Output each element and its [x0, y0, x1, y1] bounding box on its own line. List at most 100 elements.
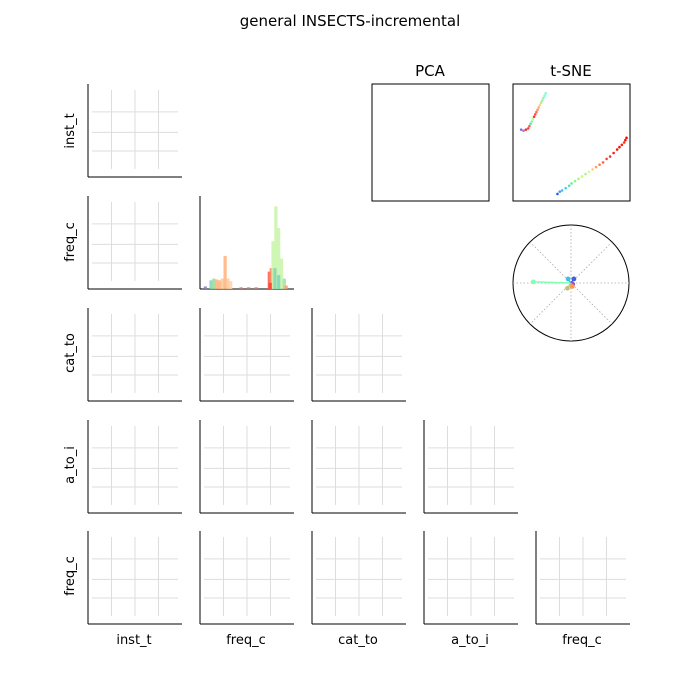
- histogram-bar-9: [239, 287, 243, 289]
- row-label-0: inst_t: [63, 113, 78, 148]
- tsne-point: [536, 108, 539, 112]
- tsne-point: [529, 122, 532, 126]
- tsne-point: [524, 128, 528, 131]
- row-label-3: a_to_i: [63, 446, 78, 484]
- row-label-2: cat_to: [63, 333, 78, 373]
- tsne-points: [519, 92, 628, 196]
- pair-cell-4-3: [423, 531, 518, 625]
- histogram-bar-11: [254, 287, 258, 289]
- tsne-point: [577, 177, 580, 181]
- pair-cell-4-2: [311, 531, 406, 625]
- histogram-bar-5: [223, 255, 227, 289]
- pair-cell-2-1: [199, 308, 294, 402]
- tsne-point: [584, 172, 587, 176]
- tsne-point: [591, 168, 594, 171]
- histogram-bar-2: [215, 279, 219, 289]
- tsne-point: [531, 117, 535, 121]
- col-label-4: freq_c: [562, 633, 602, 648]
- pair-cell-4-1: [199, 531, 294, 625]
- histogram-bar-12: [267, 271, 271, 289]
- pair-cell-2-2: [311, 308, 406, 402]
- histogram-bar-1: [212, 278, 216, 289]
- tsne-point: [618, 145, 621, 149]
- col-label-3: a_to_i: [451, 633, 489, 648]
- histogram-bar-22: [284, 285, 288, 289]
- pair-cell-3-2: [311, 420, 406, 514]
- biplot-vector-tip-4: [569, 284, 575, 289]
- histogram-bar-18: [273, 268, 277, 289]
- pair-cell-4-4: [535, 531, 630, 625]
- tsne-point: [526, 127, 530, 130]
- tsne-point: [620, 143, 624, 147]
- axis-labels: inst_t freq_c cat_to a_to_i freq_c inst_…: [63, 113, 602, 648]
- pair-cell-3-3: [423, 420, 518, 514]
- pair-cell-0-0: [87, 84, 182, 178]
- tsne-point: [612, 151, 615, 155]
- histogram-bar-21: [268, 282, 272, 289]
- tsne-point: [624, 138, 627, 142]
- tsne-point: [567, 184, 571, 188]
- pair-cell-1-0: [87, 196, 182, 290]
- col-label-1: freq_c: [226, 633, 266, 648]
- tsne-point: [608, 155, 612, 158]
- tsne-point: [519, 128, 523, 131]
- histogram-bar-13: [269, 268, 273, 289]
- row-label-1: freq_c: [63, 222, 78, 262]
- tsne-point: [560, 189, 564, 192]
- histogram-bar-10: [247, 287, 251, 289]
- biplot-vector-tip-0: [530, 279, 536, 285]
- tsne-point: [528, 124, 531, 128]
- tsne-point: [598, 163, 601, 167]
- histogram-bar-8: [203, 286, 207, 289]
- tsne-point: [580, 175, 584, 178]
- histogram-bar-14: [271, 241, 275, 289]
- histogram-bar-3: [217, 280, 222, 289]
- biplot-vector-tip-5: [565, 285, 570, 291]
- tsne-point: [538, 103, 542, 107]
- tsne-point: [564, 186, 567, 190]
- tsne-point: [522, 129, 525, 133]
- biplot-vector-tip-1: [565, 276, 571, 282]
- tsne-point: [532, 115, 536, 119]
- histogram-bar-0: [209, 280, 213, 289]
- tsne-point: [573, 179, 577, 183]
- col-label-0: inst_t: [116, 633, 151, 648]
- tsne-point: [544, 92, 548, 95]
- histogram-bar-16: [277, 228, 281, 289]
- tsne-title: t-SNE: [550, 62, 592, 80]
- histogram-bar-20: [282, 278, 286, 289]
- pair-cell-3-0: [87, 420, 182, 514]
- tsne-point: [543, 94, 546, 97]
- row-label-4: freq_c: [63, 556, 78, 596]
- col-label-2: cat_to: [338, 633, 378, 648]
- pair-cell-2-0: [87, 308, 182, 402]
- pca-title: PCA: [415, 62, 446, 80]
- tsne-point: [622, 141, 626, 144]
- biplot-vector-0: [533, 281, 572, 284]
- tsne-point: [533, 113, 537, 116]
- tsne-point: [537, 106, 541, 109]
- histogram-bars: [203, 206, 288, 289]
- biplot-panel: [512, 224, 630, 342]
- figure-title: general INSECTS-incremental: [240, 12, 461, 30]
- tsne-point: [558, 190, 562, 193]
- tsne-point: [535, 110, 538, 114]
- histogram-bar-17: [279, 258, 284, 289]
- tsne-point: [594, 165, 598, 169]
- tsne-point: [570, 182, 573, 185]
- tsne-point: [539, 101, 543, 105]
- pair-grid: [87, 84, 630, 625]
- tsne-point: [625, 136, 628, 140]
- pair-cell-4-0: [87, 531, 182, 625]
- tsne-panel: [512, 83, 631, 202]
- histogram-bar-19: [277, 275, 281, 289]
- histogram-bar-15: [274, 206, 278, 289]
- tsne-point: [615, 148, 619, 151]
- pca-panel: [371, 83, 490, 202]
- tsne-point: [556, 192, 559, 196]
- tsne-point: [542, 96, 545, 100]
- histogram-bar-7: [229, 281, 233, 289]
- tsne-point: [601, 161, 605, 164]
- biplot-vector-tip-2: [571, 276, 577, 282]
